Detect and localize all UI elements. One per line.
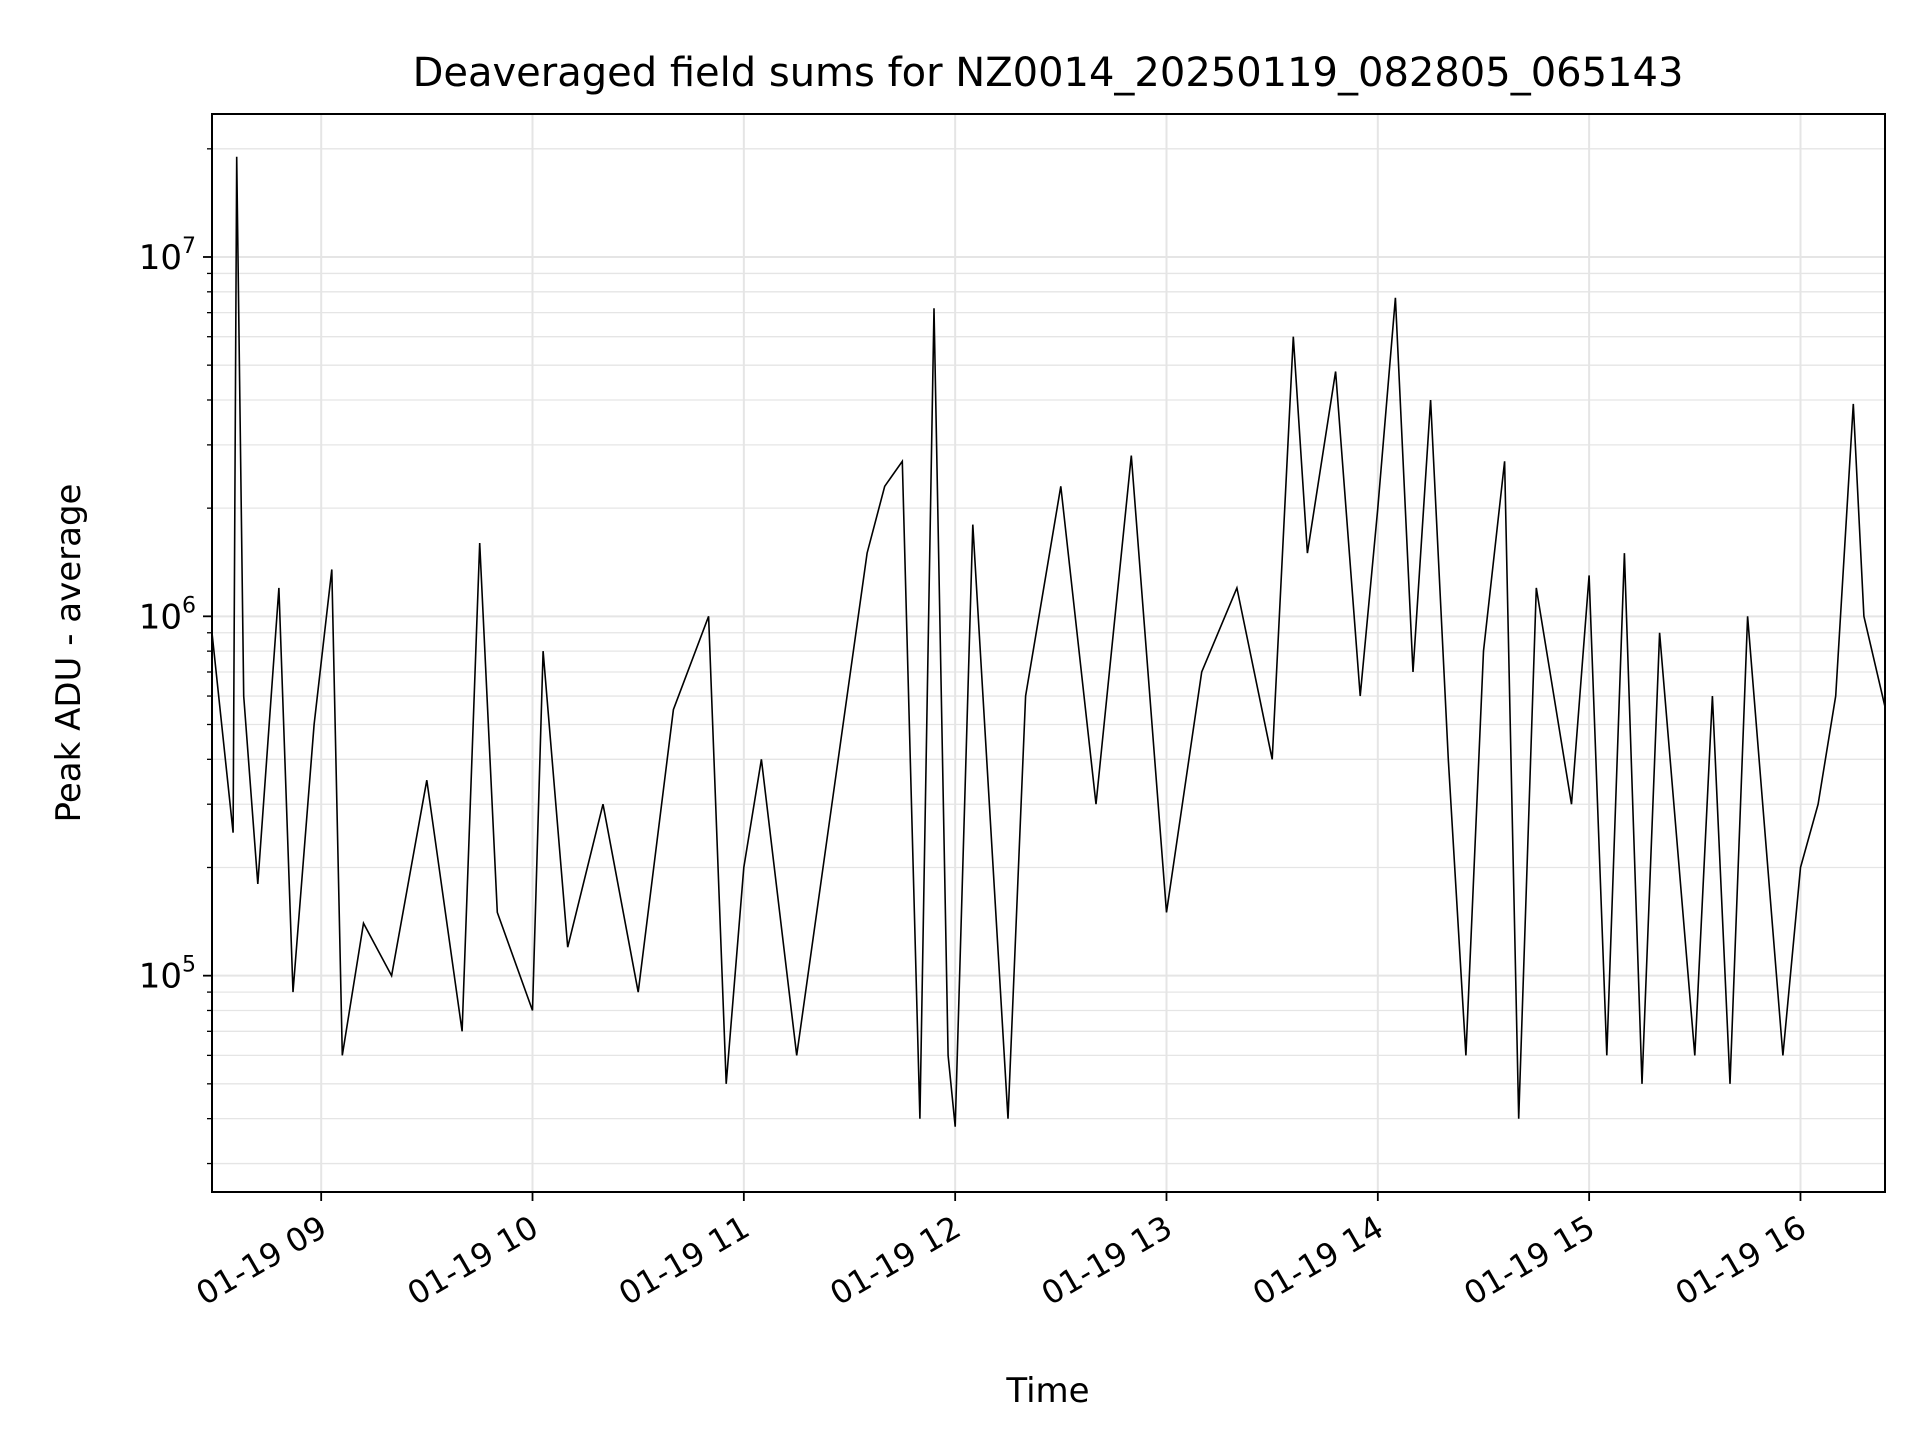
x-axis-label: Time [1005,1371,1089,1411]
series-line [212,156,1885,1127]
chart-title: Deaveraged field sums for NZ0014_2025011… [413,50,1684,96]
y-tick-label: 105 [139,953,196,997]
y-tick-label: 106 [139,593,196,637]
plot-frame [211,113,1886,1193]
gridlines [212,114,1885,1192]
y-tick-label: 107 [139,234,196,278]
series-layer [212,156,1885,1127]
y-axis-label: Peak ADU - average [49,484,89,823]
y-axis: 105 106 107 [139,148,212,1165]
